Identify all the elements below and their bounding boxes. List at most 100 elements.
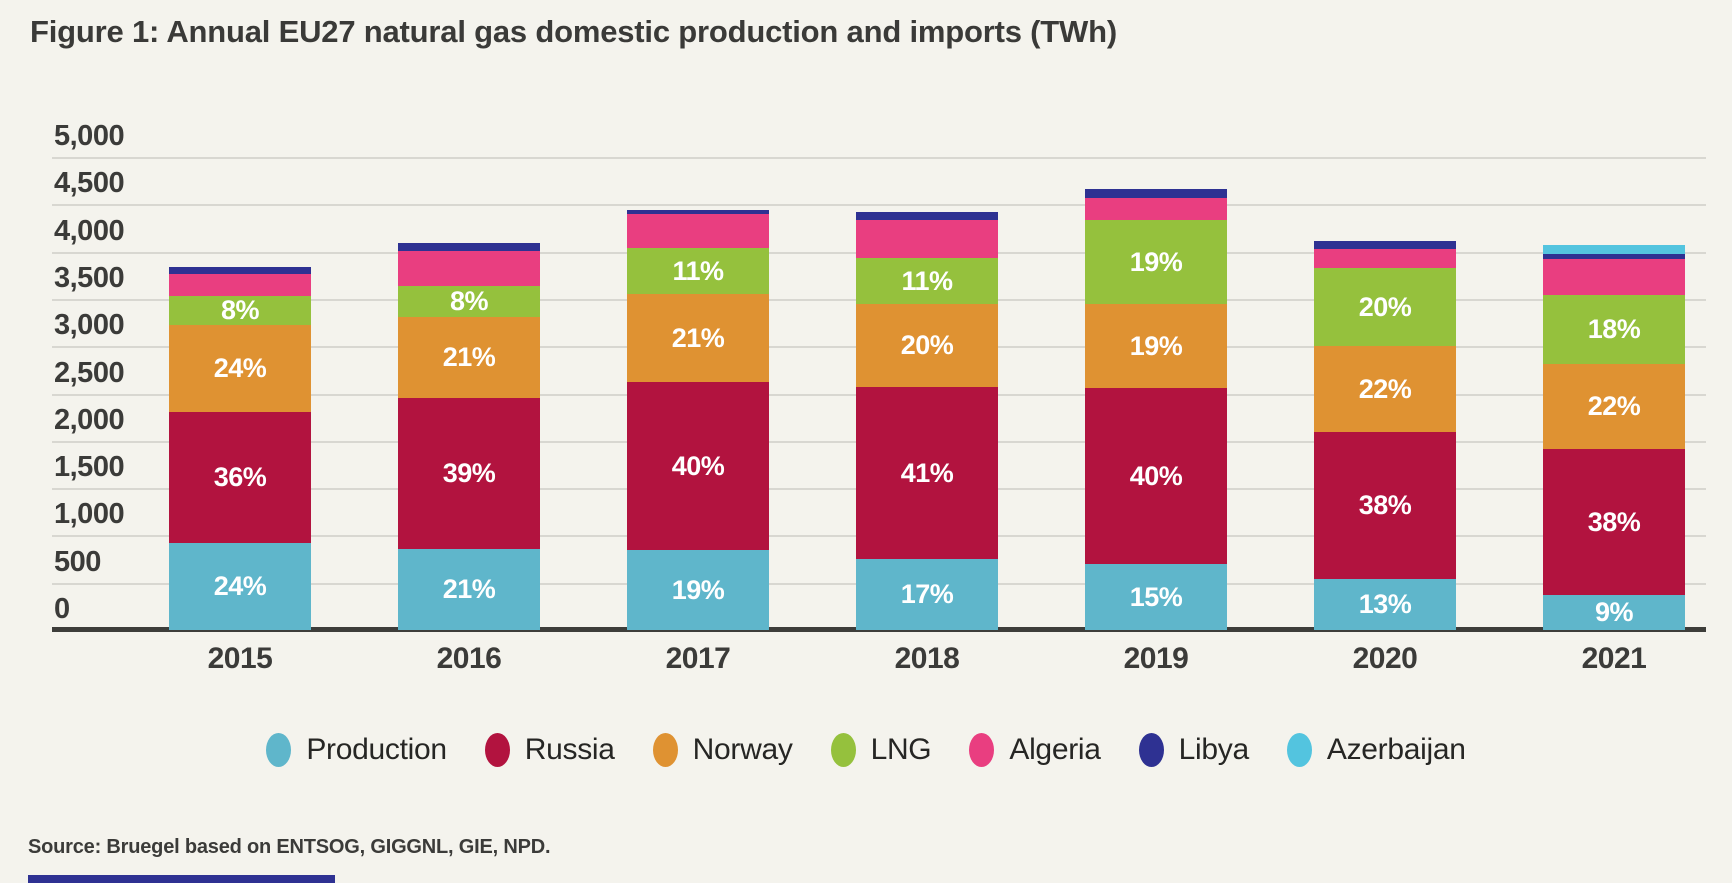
bar-segment-algeria [1085,198,1227,220]
x-axis-label-2021: 2021 [1581,642,1647,675]
segment-percent-label: 38% [1587,507,1641,537]
source-note: Source: Bruegel based on ENTSOG, GIGGNL,… [28,836,551,858]
x-axis-label-2015: 2015 [207,642,273,675]
bar-segment-libya [856,212,998,220]
bar-segment-production: 24% [169,543,311,630]
segment-percent-label: 18% [1587,314,1641,344]
bar-segment-azerbaijan [1543,245,1685,254]
segment-percent-label: 40% [671,451,725,481]
bar-segment-algeria [856,220,998,258]
segment-percent-label: 21% [442,342,496,372]
bar-segment-russia: 40% [1085,388,1227,564]
bar-segment-lng: 8% [169,296,311,325]
bar-segment-russia: 41% [856,387,998,559]
bar-segment-production: 9% [1543,595,1685,630]
y-axis-tick: 3,500 [54,262,125,294]
legend-dot-icon [266,733,292,767]
bar-segment-libya [1085,189,1227,198]
y-axis-tick: 4,000 [54,215,125,247]
legend-item-algeria: Algeria [969,733,1101,767]
legend-label: Libya [1178,733,1250,766]
segment-percent-label: 13% [1358,589,1412,619]
chart-legend: Production Russia Norway LNG Algeria Libya Aze… [0,733,1732,767]
bar-segment-production: 15% [1085,564,1227,630]
segment-percent-label: 8% [220,295,260,325]
legend-label: Norway [692,733,793,766]
segment-percent-label: 21% [442,574,496,604]
x-axis-label-2019: 2019 [1123,642,1189,675]
legend-label: Azerbaijan [1326,733,1466,766]
footer-accent-bar [28,875,335,883]
segment-percent-label: 21% [671,323,725,353]
bar-segment-production: 21% [398,549,540,630]
segment-percent-label: 24% [213,571,267,601]
figure-title: Figure 1: Annual EU27 natural gas domest… [30,14,1117,49]
bar-segment-production: 19% [627,550,769,630]
segment-percent-label: 22% [1587,391,1641,421]
bar-segment-norway: 22% [1314,346,1456,432]
bar-segment-norway: 21% [627,294,769,382]
legend-item-azerbaijan: Azerbaijan [1286,733,1466,767]
segment-percent-label: 17% [900,579,954,609]
bar-segment-norway: 20% [856,304,998,387]
y-axis-tick: 2,500 [54,357,125,389]
segment-percent-label: 20% [900,330,954,360]
bar-segment-lng: 11% [627,248,769,294]
bar-segment-norway: 21% [398,317,540,398]
bar-segment-lng: 8% [398,286,540,317]
y-axis-tick: 3,000 [54,309,125,341]
segment-percent-label: 40% [1129,461,1183,491]
legend-label: Russia [524,733,615,766]
bar-segment-russia: 38% [1543,449,1685,595]
legend-item-production: Production [266,733,447,767]
segment-percent-label: 19% [1129,331,1183,361]
legend-dot-icon [830,733,856,767]
bar-segment-russia: 36% [169,412,311,543]
legend-dot-icon [484,733,510,767]
bar-segment-algeria [398,251,540,286]
y-axis-tick: 1,500 [54,451,125,483]
segment-percent-label: 19% [1129,247,1183,277]
bar-segment-lng: 18% [1543,295,1685,364]
segment-percent-label: 22% [1358,374,1412,404]
legend-dot-icon [969,733,995,767]
segment-percent-label: 15% [1129,582,1183,612]
x-axis-label-2018: 2018 [894,642,960,675]
bar-segment-libya [169,267,311,274]
bar-segment-norway: 22% [1543,364,1685,449]
y-axis-tick: 1,000 [54,498,125,530]
legend-item-lng: LNG [830,733,932,767]
bar-segment-russia: 40% [627,382,769,550]
bar-segment-russia: 39% [398,398,540,549]
bar-segment-algeria [1543,259,1685,295]
segment-percent-label: 24% [213,353,267,383]
bar-segment-algeria [169,274,311,296]
x-axis-label-2017: 2017 [665,642,731,675]
segment-percent-label: 19% [671,575,725,605]
gridline [52,157,1706,159]
bar-segment-libya [398,243,540,251]
gridline [52,204,1706,206]
segment-percent-label: 41% [900,458,954,488]
legend-dot-icon [1286,733,1312,767]
bar-segment-libya [1314,241,1456,249]
x-axis-label-2020: 2020 [1352,642,1418,675]
segment-percent-label: 38% [1358,490,1412,520]
y-axis-tick: 500 [54,546,101,578]
y-axis-tick: 2,000 [54,404,125,436]
legend-item-norway: Norway [652,733,793,767]
legend-label: LNG [870,733,932,766]
bar-segment-production: 13% [1314,579,1456,630]
y-axis-tick: 5,000 [54,120,125,152]
segment-percent-label: 9% [1594,597,1634,627]
bar-segment-russia: 38% [1314,432,1456,579]
segment-percent-label: 8% [449,286,489,316]
legend-label: Algeria [1009,733,1101,766]
legend-item-libya: Libya [1138,733,1250,767]
legend-dot-icon [1138,733,1164,767]
bar-segment-lng: 20% [1314,268,1456,346]
bar-segment-production: 17% [856,559,998,630]
y-axis-tick: 4,500 [54,167,125,199]
x-axis-label-2016: 2016 [436,642,502,675]
